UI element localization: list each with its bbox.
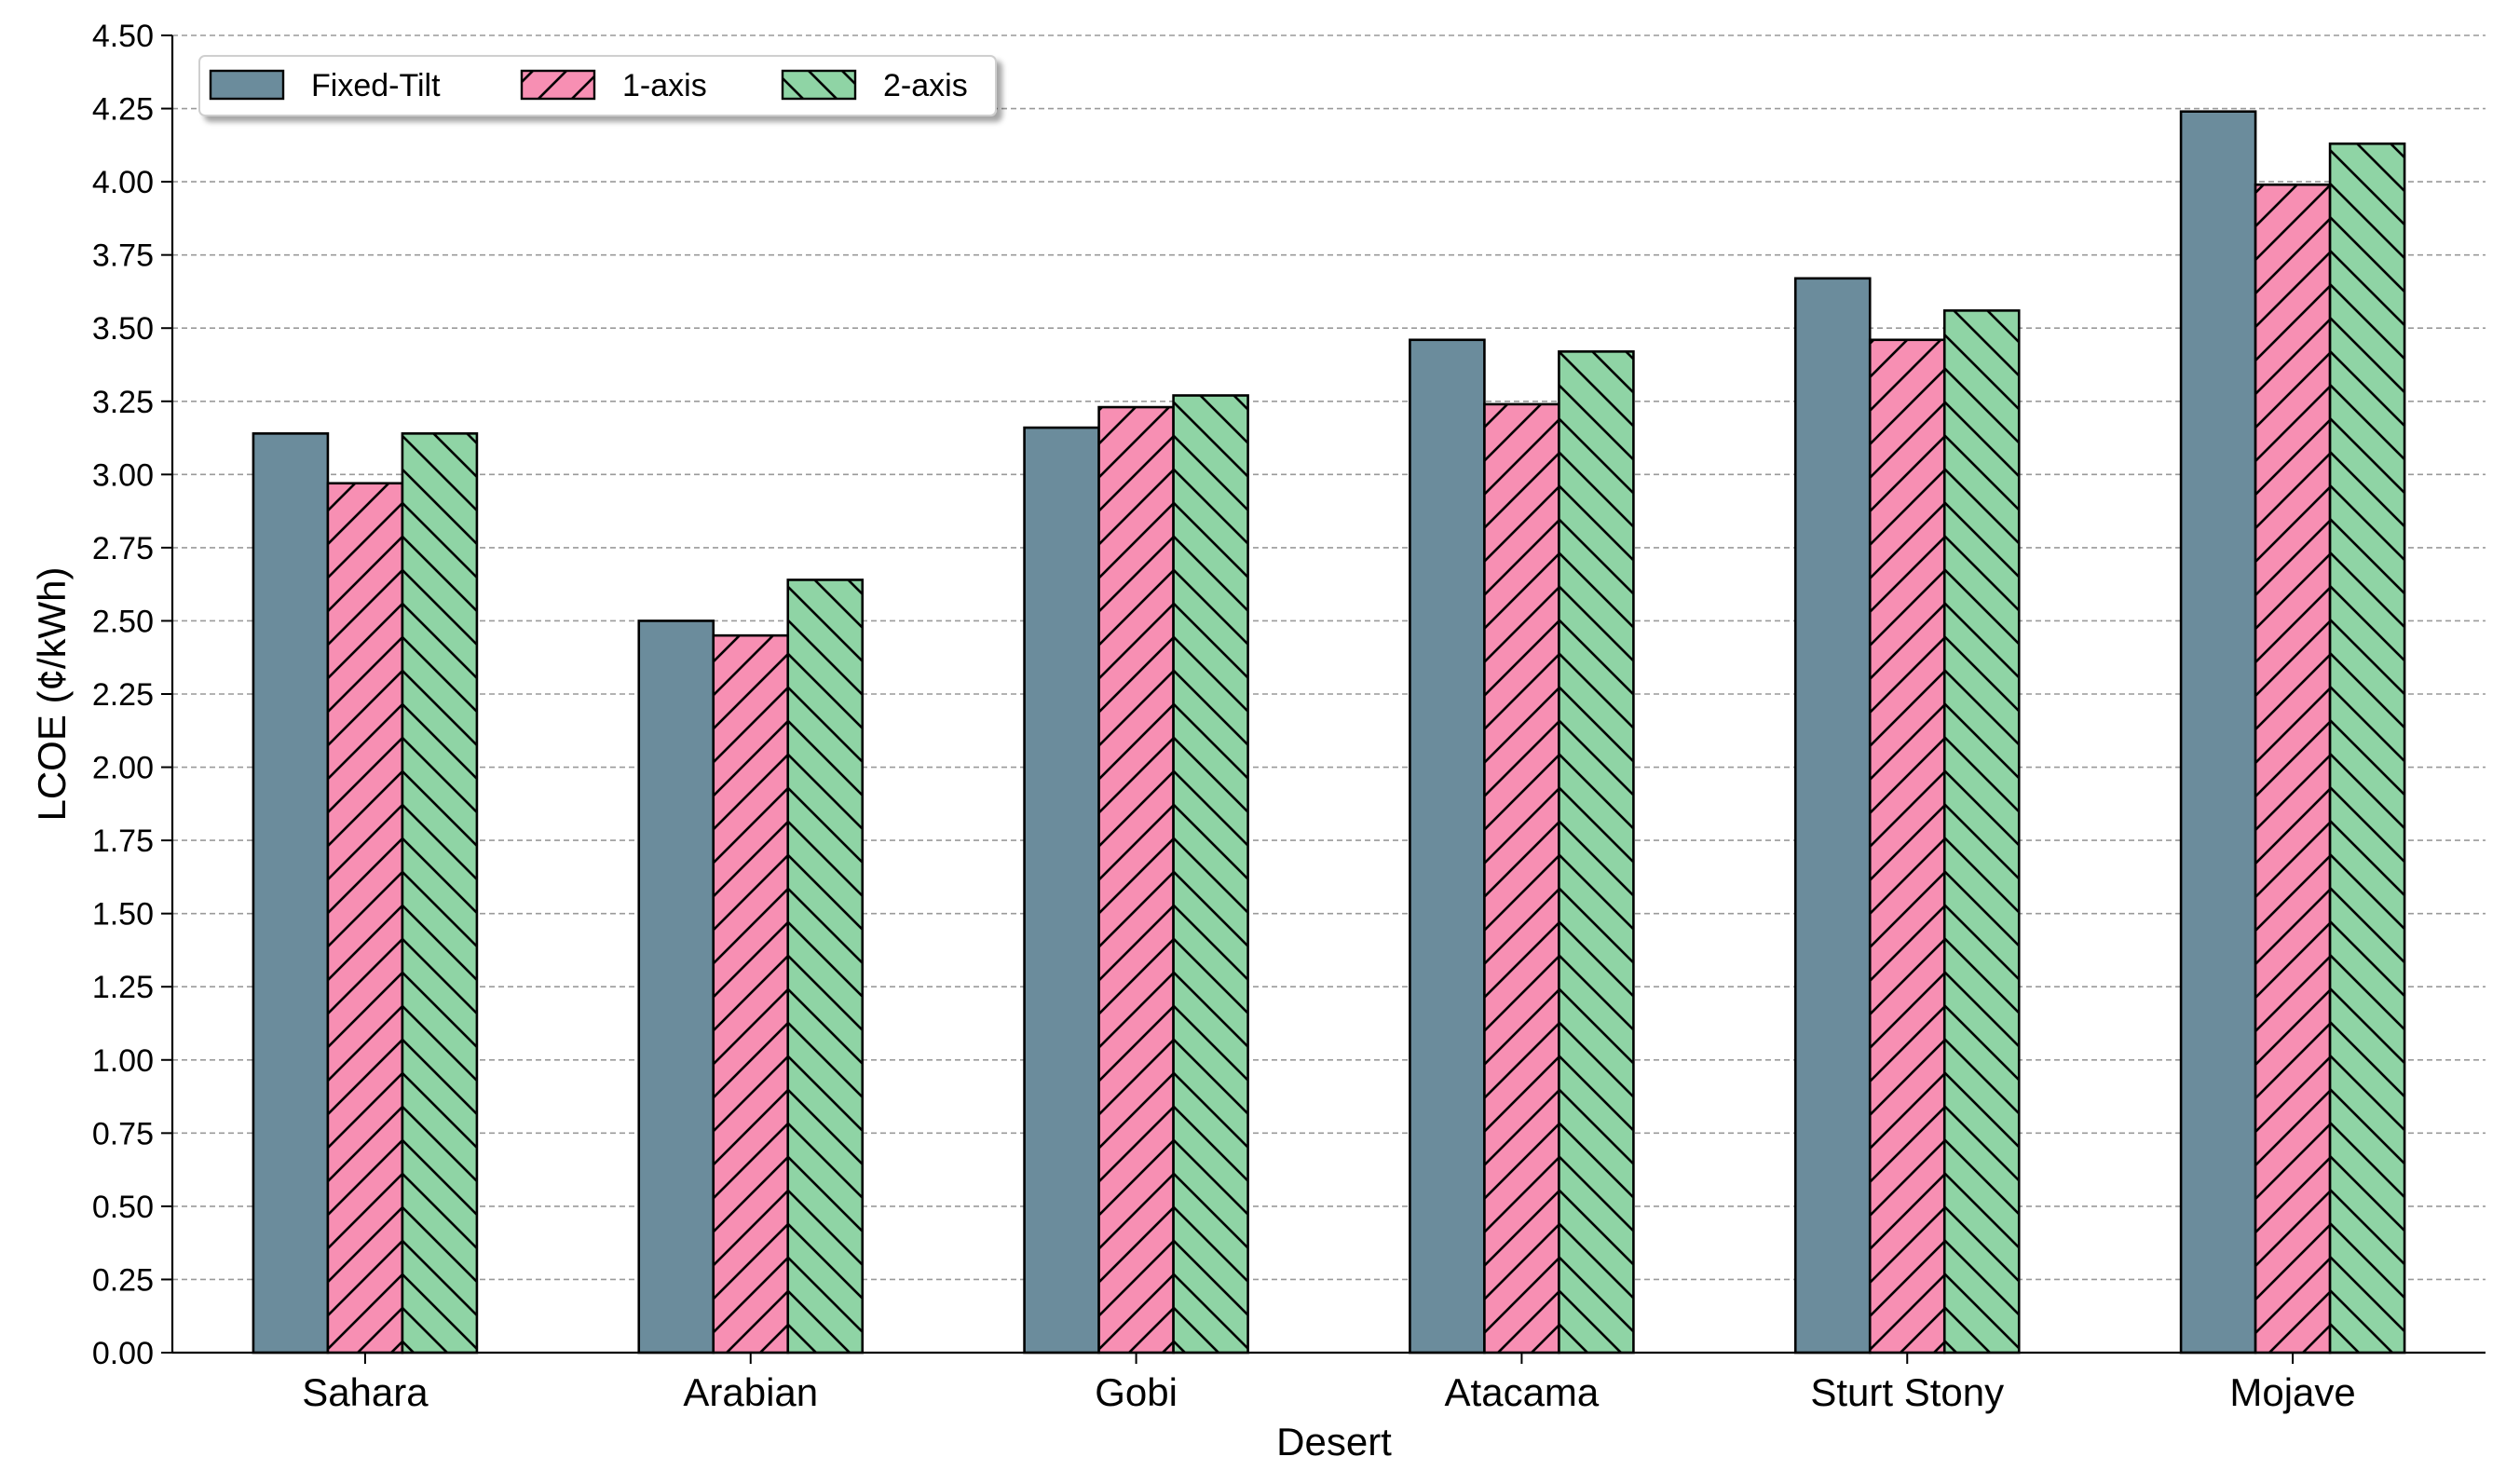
legend-swatch-outline [781,69,857,101]
legend-label: 1-axis [622,68,707,103]
y-tick-label: 3.00 [92,457,154,493]
x-tick-label: Arabian [683,1370,818,1414]
x-tick-label: Mojave [2229,1370,2355,1414]
legend-swatch [211,71,283,99]
bar [252,433,328,1353]
bar-hatch [713,635,788,1353]
legend-swatch-hatch [783,71,855,99]
y-tick-label: 1.50 [92,897,154,933]
bars [252,110,2406,1355]
bar [1410,339,1485,1353]
legend-swatch-outline [209,69,285,101]
bar [1795,278,1871,1353]
bar [638,620,714,1353]
bar-hatch [1173,395,1248,1353]
y-tick-label: 1.75 [92,824,154,859]
y-tick-label: 0.75 [92,1116,154,1151]
x-tick-label: Atacama [1445,1370,1600,1414]
bar-hatch [1098,407,1174,1353]
y-tick-label: 3.75 [92,238,154,274]
axes: 0.00 0.25 0.50 0.75 1.00 1.25 1.50 1.75 2.00 2.25… [92,19,2486,1414]
y-tick-label: 0.50 [92,1190,154,1225]
bar-hatch [2255,184,2331,1354]
bar-hatch [1870,339,1945,1353]
y-axis-title: LCOE (¢/kWh) [30,566,74,821]
legend-label: Fixed-Tilt [311,68,441,103]
y-tick-label: 3.25 [92,385,154,420]
x-tick-label: Gobi [1095,1370,1178,1414]
bar-hatch [402,433,477,1353]
x-tick-label: Sturt Stony [1810,1370,2004,1414]
y-tick-label: 4.00 [92,165,154,200]
bar-hatch [787,579,863,1353]
bar [2181,111,2256,1354]
bar-hatch [327,483,402,1353]
legend: Fixed-Tilt 1-axis 2-axis [198,55,997,116]
y-tick-label: 4.25 [92,92,154,128]
bar-hatch [1944,310,2020,1353]
y-tick-label: 2.25 [92,677,154,713]
y-tick-label: 1.00 [92,1043,154,1079]
legend-swatch-hatch [522,71,594,99]
bar-hatch [1484,403,1559,1353]
y-tick-label: 2.00 [92,751,154,786]
y-tick-label: 2.75 [92,531,154,566]
y-tick-label: 0.00 [92,1336,154,1371]
x-axis-title: Desert [1276,1420,1392,1464]
bar-hatch [2330,143,2405,1354]
y-tick-label: 4.50 [92,19,154,54]
bar [1024,428,1099,1354]
y-tick-label: 3.50 [92,311,154,347]
bar-hatch [1559,351,1634,1353]
y-tick-label: 2.50 [92,604,154,639]
legend-swatch-outline [520,69,596,101]
legend-label: 2-axis [883,68,968,103]
gridlines [172,34,2486,1281]
y-tick-label: 1.25 [92,970,154,1005]
y-tick-label: 0.25 [92,1262,154,1298]
x-tick-label: Sahara [302,1370,429,1414]
